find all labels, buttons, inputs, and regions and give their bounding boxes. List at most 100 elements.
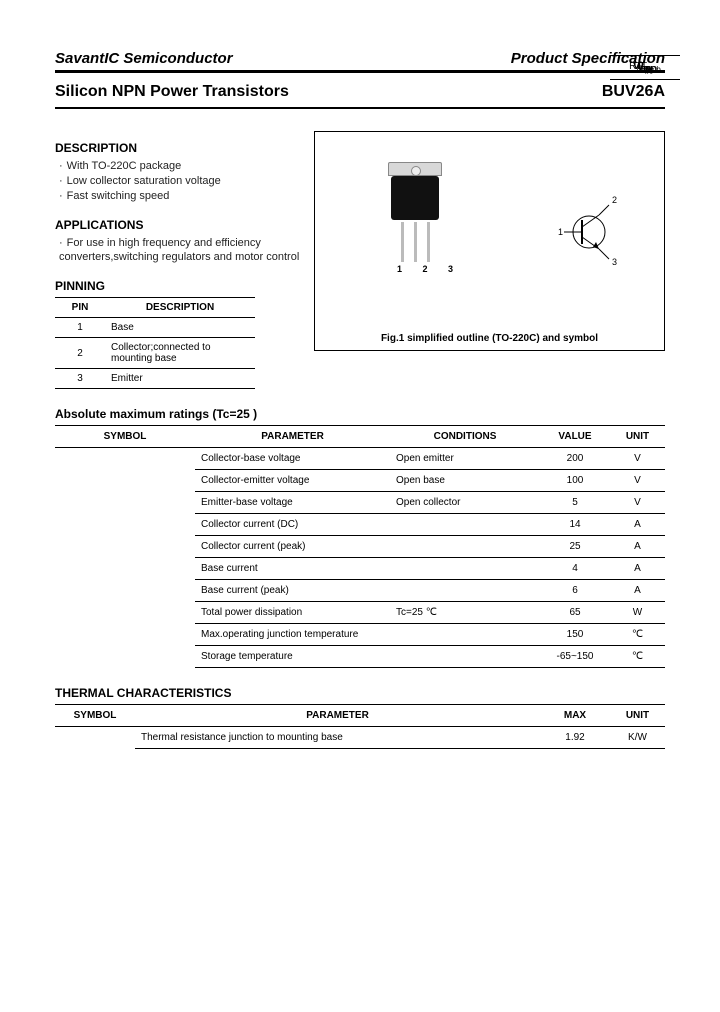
sym-pin-2: 2 — [612, 195, 617, 205]
cell-unit: V — [610, 470, 665, 492]
description-heading: DESCRIPTION — [55, 141, 300, 155]
col-parameter: PARAMETER — [135, 705, 540, 727]
cell-parameter: Collector-base voltage — [195, 448, 390, 470]
cell-unit: A — [610, 536, 665, 558]
cell-conditions — [390, 514, 540, 536]
col-symbol: SYMBOL — [55, 426, 195, 448]
ratings-heading: Absolute maximum ratings (Tc=25 ) — [55, 407, 665, 421]
cell-parameter: Base current — [195, 558, 390, 580]
cell-value: 150 — [540, 624, 610, 646]
thermal-heading: THERMAL CHARACTERISTICS — [55, 686, 665, 700]
cell-unit: W — [610, 602, 665, 624]
cell-conditions — [390, 580, 540, 602]
npn-symbol-icon: 1 2 3 — [554, 187, 624, 277]
table-row: TjMax.operating junction temperature150℃ — [55, 624, 665, 646]
cell-parameter: Collector current (peak) — [195, 536, 390, 558]
left-column: DESCRIPTION With TO-220C package Low col… — [55, 127, 300, 389]
cell-parameter: Storage temperature — [195, 646, 390, 668]
cell-conditions: Tc=25 ℃ — [390, 602, 540, 624]
table-header-row: SYMBOL PARAMETER CONDITIONS VALUE UNIT — [55, 426, 665, 448]
figure-caption: Fig.1 simplified outline (TO-220C) and s… — [315, 333, 664, 344]
table-row: VEBOEmitter-base voltageOpen collector5V — [55, 492, 665, 514]
description-item: With TO-220C package — [59, 159, 300, 174]
upper-section: DESCRIPTION With TO-220C package Low col… — [55, 127, 665, 389]
pin-desc: Base — [105, 318, 255, 338]
applications-list: For use in high frequency and efficiency… — [55, 236, 300, 266]
col-desc: DESCRIPTION — [105, 298, 255, 318]
part-number: BUV26A — [602, 83, 665, 101]
cell-conditions — [390, 536, 540, 558]
table-row: VCEOCollector-emitter voltageOpen base10… — [55, 470, 665, 492]
cell-value: 100 — [540, 470, 610, 492]
table-row: IBMBase current (peak)6A — [55, 580, 665, 602]
cell-unit: A — [610, 580, 665, 602]
figure-box: 1 2 3 1 2 3 Fig.1 simplified outline (TO… — [314, 131, 665, 351]
cell-parameter: Thermal resistance junction to mounting … — [135, 727, 540, 749]
table-header-row: SYMBOL PARAMETER MAX UNIT — [55, 705, 665, 727]
cell-symbol: Rth j-mb — [610, 55, 680, 80]
table-row: 1 Base — [55, 318, 255, 338]
cell-max: 1.92 — [540, 727, 610, 749]
subtitle-bar: Silicon NPN Power Transistors BUV26A — [55, 79, 665, 107]
table-header-row: PIN DESCRIPTION — [55, 298, 255, 318]
cell-conditions: Open base — [390, 470, 540, 492]
cell-value: 4 — [540, 558, 610, 580]
ratings-table: SYMBOL PARAMETER CONDITIONS VALUE UNIT V… — [55, 425, 665, 668]
cell-conditions — [390, 558, 540, 580]
header-bar: SavantIC Semiconductor Product Specifica… — [55, 50, 665, 70]
package-pin-numbers: 1 2 3 — [397, 264, 462, 274]
header-rule-thick — [55, 70, 665, 73]
col-unit: UNIT — [610, 705, 665, 727]
pin-num: 2 — [55, 338, 105, 369]
col-conditions: CONDITIONS — [390, 426, 540, 448]
applications-item: For use in high frequency and efficiency… — [59, 236, 300, 266]
sym-pin-3: 3 — [612, 257, 617, 267]
table-row: 2 Collector;connected to mounting base — [55, 338, 255, 369]
col-symbol: SYMBOL — [55, 705, 135, 727]
cell-unit: V — [610, 448, 665, 470]
header-rule-thin — [55, 107, 665, 109]
pin-desc: Collector;connected to mounting base — [105, 338, 255, 369]
cell-value: 14 — [540, 514, 610, 536]
pinning-heading: PINNING — [55, 279, 300, 293]
pin-num: 1 — [55, 318, 105, 338]
cell-value: 6 — [540, 580, 610, 602]
description-item: Fast switching speed — [59, 189, 300, 204]
cell-unit: ℃ — [610, 646, 665, 668]
cell-value: 200 — [540, 448, 610, 470]
table-row: ICCollector current (DC)14A — [55, 514, 665, 536]
company-name: SavantIC Semiconductor — [55, 50, 233, 67]
cell-parameter: Collector-emitter voltage — [195, 470, 390, 492]
cell-value: -65~150 — [540, 646, 610, 668]
table-row: IBBase current4A — [55, 558, 665, 580]
product-family: Silicon NPN Power Transistors — [55, 83, 289, 101]
cell-unit: ℃ — [610, 624, 665, 646]
cell-unit: K/W — [610, 727, 665, 749]
package-outline-icon — [385, 162, 445, 262]
cell-parameter: Emitter-base voltage — [195, 492, 390, 514]
cell-conditions — [390, 646, 540, 668]
cell-parameter: Collector current (DC) — [195, 514, 390, 536]
col-unit: UNIT — [610, 426, 665, 448]
pin-desc: Emitter — [105, 369, 255, 389]
thermal-table: SYMBOL PARAMETER MAX UNIT Rth j-mbTherma… — [55, 704, 665, 749]
cell-unit: A — [610, 514, 665, 536]
cell-unit: V — [610, 492, 665, 514]
cell-value: 5 — [540, 492, 610, 514]
cell-value: 25 — [540, 536, 610, 558]
table-row: Rth j-mbThermal resistance junction to m… — [55, 727, 665, 749]
pin-num: 3 — [55, 369, 105, 389]
applications-heading: APPLICATIONS — [55, 218, 300, 232]
description-list: With TO-220C package Low collector satur… — [55, 159, 300, 204]
cell-conditions — [390, 624, 540, 646]
sym-pin-1: 1 — [558, 227, 563, 237]
cell-parameter: Max.operating junction temperature — [195, 624, 390, 646]
description-item: Low collector saturation voltage — [59, 174, 300, 189]
col-value: VALUE — [540, 426, 610, 448]
col-max: MAX — [540, 705, 610, 727]
cell-unit: A — [610, 558, 665, 580]
cell-conditions: Open collector — [390, 492, 540, 514]
table-row: TstgStorage temperature-65~150℃ — [55, 646, 665, 668]
cell-conditions: Open emitter — [390, 448, 540, 470]
table-row: PtotTotal power dissipationTc=25 ℃65W — [55, 602, 665, 624]
